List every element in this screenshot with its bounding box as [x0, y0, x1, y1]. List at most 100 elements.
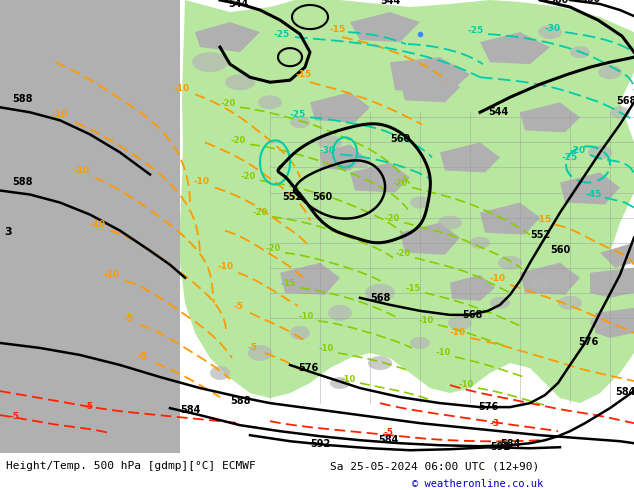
Text: -3: -3	[490, 418, 500, 428]
Polygon shape	[318, 135, 342, 149]
Text: -25: -25	[468, 25, 484, 35]
Polygon shape	[598, 65, 622, 79]
Polygon shape	[560, 172, 620, 204]
Text: 584: 584	[378, 435, 398, 445]
Polygon shape	[410, 196, 430, 209]
Text: 560: 560	[550, 245, 570, 255]
Polygon shape	[365, 284, 395, 302]
Polygon shape	[0, 0, 180, 453]
Polygon shape	[248, 345, 272, 361]
Polygon shape	[570, 46, 590, 58]
Polygon shape	[520, 263, 580, 295]
Text: -25: -25	[290, 110, 306, 119]
Polygon shape	[490, 297, 510, 309]
Text: -10: -10	[74, 166, 90, 175]
Polygon shape	[400, 72, 460, 102]
Text: -45: -45	[586, 190, 602, 199]
Polygon shape	[195, 22, 260, 52]
Polygon shape	[520, 102, 580, 132]
Text: 588: 588	[12, 176, 32, 187]
Text: -10: -10	[104, 270, 120, 279]
Text: 568: 568	[616, 97, 634, 106]
Text: -10: -10	[340, 374, 356, 384]
Polygon shape	[330, 377, 350, 389]
Text: -5: -5	[383, 428, 393, 437]
Text: -10: -10	[490, 274, 506, 283]
Polygon shape	[530, 277, 550, 289]
Text: -5: -5	[10, 412, 20, 420]
Polygon shape	[590, 268, 634, 298]
Polygon shape	[290, 116, 310, 128]
Text: Sa 25-05-2024 06:00 UTC (12+90): Sa 25-05-2024 06:00 UTC (12+90)	[330, 461, 539, 471]
Polygon shape	[480, 32, 550, 64]
Text: 588: 588	[12, 94, 32, 104]
Polygon shape	[480, 202, 540, 235]
Text: -25: -25	[274, 29, 290, 39]
Text: -20: -20	[266, 244, 281, 253]
Text: -5: -5	[83, 402, 93, 411]
Polygon shape	[440, 143, 500, 172]
Text: -10: -10	[450, 328, 466, 338]
Text: 560: 560	[548, 0, 568, 5]
Text: -5: -5	[138, 352, 148, 362]
Polygon shape	[595, 308, 634, 338]
Text: 592: 592	[490, 442, 510, 452]
Polygon shape	[350, 156, 370, 169]
Polygon shape	[320, 145, 365, 171]
Text: 544: 544	[380, 0, 400, 6]
Text: 3: 3	[4, 227, 11, 237]
Polygon shape	[328, 305, 352, 321]
Text: 568: 568	[370, 293, 391, 303]
Text: -10: -10	[90, 220, 106, 229]
Polygon shape	[225, 74, 255, 90]
Text: 584: 584	[615, 387, 634, 397]
Text: -15: -15	[296, 70, 313, 79]
Polygon shape	[290, 326, 310, 340]
Polygon shape	[410, 337, 430, 349]
Text: -15: -15	[280, 279, 295, 288]
Text: -20: -20	[396, 249, 411, 258]
Polygon shape	[350, 12, 420, 42]
Polygon shape	[350, 163, 410, 193]
Text: -20: -20	[221, 99, 236, 108]
Text: 576: 576	[478, 402, 498, 412]
Text: 592: 592	[310, 439, 330, 449]
Text: 552: 552	[530, 230, 550, 240]
Polygon shape	[470, 237, 490, 249]
Polygon shape	[192, 52, 228, 72]
Text: 552: 552	[282, 192, 302, 201]
Text: -5: -5	[123, 315, 133, 323]
Text: -25: -25	[562, 153, 578, 163]
Text: -20: -20	[230, 136, 245, 145]
Polygon shape	[600, 243, 634, 268]
Polygon shape	[590, 317, 610, 329]
Text: -10: -10	[318, 344, 333, 353]
Text: 576: 576	[298, 363, 318, 373]
Text: Height/Temp. 500 hPa [gdmp][°C] ECMWF: Height/Temp. 500 hPa [gdmp][°C] ECMWF	[6, 461, 256, 471]
Text: 560: 560	[390, 134, 410, 145]
Polygon shape	[310, 92, 370, 122]
Text: -5: -5	[233, 302, 243, 311]
Polygon shape	[610, 106, 630, 118]
Polygon shape	[368, 356, 392, 370]
Polygon shape	[558, 296, 582, 310]
Text: -10: -10	[458, 380, 474, 389]
Text: © weatheronline.co.uk: © weatheronline.co.uk	[412, 480, 543, 490]
Text: -20: -20	[252, 208, 268, 217]
Text: 568: 568	[462, 310, 482, 320]
Polygon shape	[378, 175, 402, 190]
Polygon shape	[438, 216, 462, 230]
Text: 560: 560	[580, 0, 600, 4]
Text: -20: -20	[392, 179, 408, 188]
Text: -10: -10	[418, 317, 434, 325]
Text: 584: 584	[180, 405, 200, 415]
Text: -15: -15	[536, 215, 552, 224]
Text: -10: -10	[218, 262, 234, 271]
Text: 584: 584	[500, 439, 521, 449]
Text: -15: -15	[330, 25, 346, 34]
Text: -10: -10	[52, 110, 68, 119]
Text: 560: 560	[312, 192, 332, 201]
Text: -20: -20	[384, 214, 399, 223]
Polygon shape	[588, 146, 612, 159]
Text: -15: -15	[405, 284, 421, 294]
